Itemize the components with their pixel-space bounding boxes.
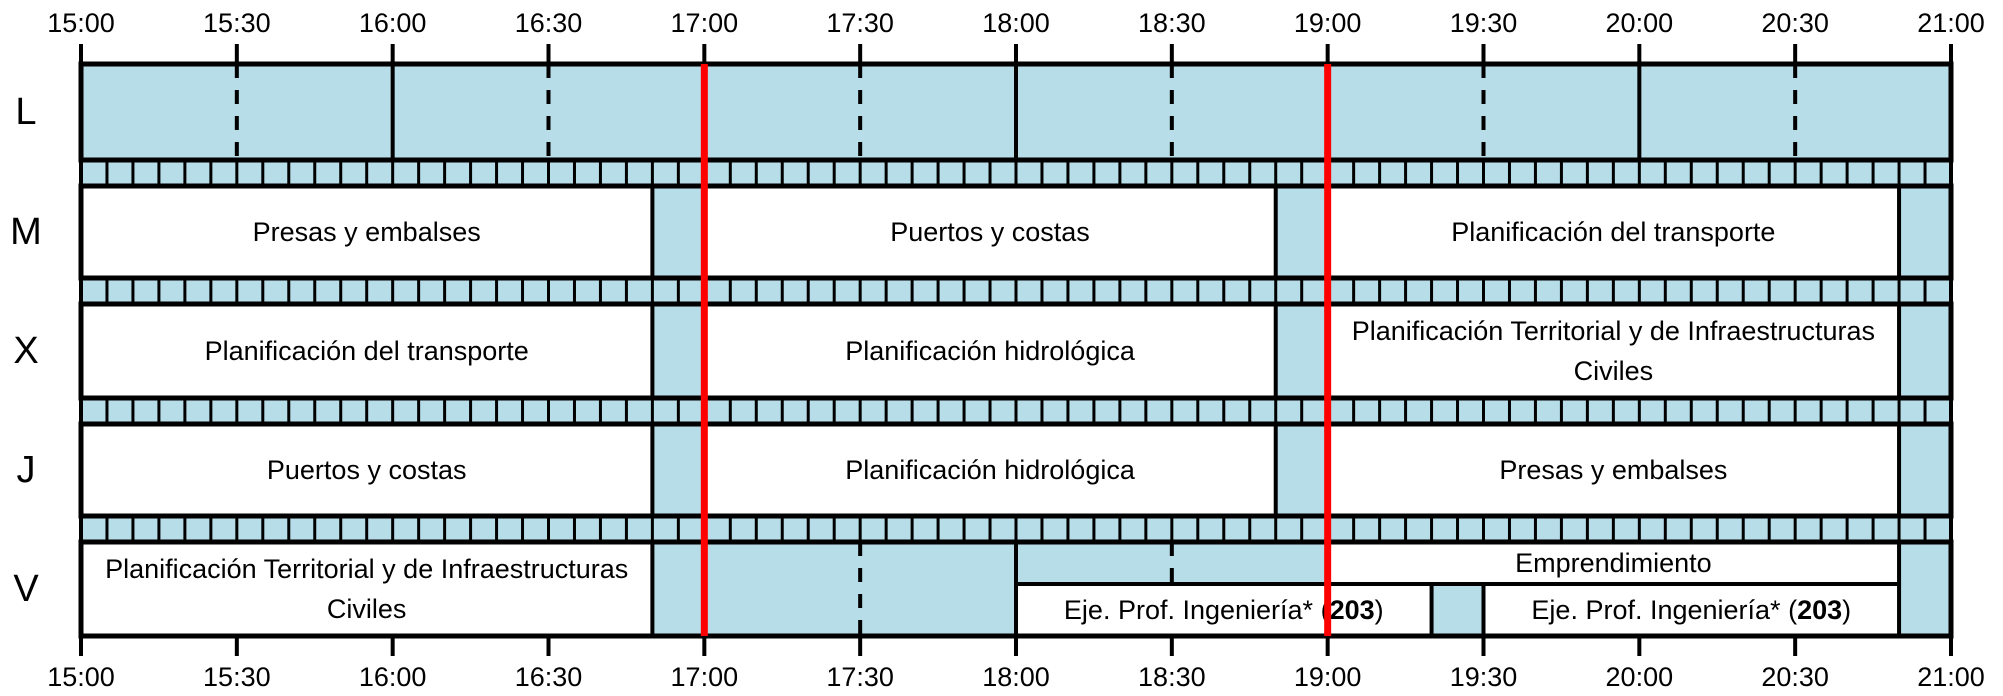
top-tick-label: 17:00 [671, 8, 739, 38]
day-label: V [13, 568, 39, 610]
day-label: J [17, 449, 36, 491]
top-tick-label: 16:00 [359, 8, 427, 38]
course-name: Puertos y costas [267, 455, 467, 485]
bottom-tick-label: 21:00 [1917, 662, 1985, 692]
course-name: Planificación Territorial y de Infraestr… [105, 554, 628, 584]
bottom-tick-label: 19:00 [1294, 662, 1362, 692]
course-block [1481, 582, 1902, 638]
top-tick-label: 19:30 [1450, 8, 1518, 38]
bottom-tick-label: 18:30 [1138, 662, 1206, 692]
course-name: Puertos y costas [890, 217, 1090, 247]
course-name: Planificación del transporte [1451, 217, 1775, 247]
course-name: Eje. Prof. Ingeniería* (203) [1531, 595, 1851, 625]
course-name: Presas y embalses [1499, 455, 1727, 485]
top-tick-label: 21:00 [1917, 8, 1985, 38]
day-label: M [10, 211, 42, 253]
course-name: Planificación hidrológica [845, 455, 1136, 485]
bottom-tick-label: 20:30 [1761, 662, 1829, 692]
bottom-tick-label: 17:30 [826, 662, 894, 692]
course-name: Planificación del transporte [205, 336, 529, 366]
day-label: X [13, 330, 38, 372]
bottom-tick-label: 18:00 [982, 662, 1050, 692]
separator-strip-frame [79, 514, 1953, 544]
course-name: Civiles [327, 594, 407, 624]
separator-strip-frame [79, 276, 1953, 306]
top-tick-label: 19:00 [1294, 8, 1362, 38]
top-tick-label: 16:30 [515, 8, 583, 38]
course-block [702, 184, 1278, 280]
course-name: Presas y embalses [253, 217, 481, 247]
top-tick-label: 20:00 [1606, 8, 1674, 38]
day-label: L [15, 91, 36, 133]
course-block [702, 302, 1278, 400]
top-tick-label: 18:30 [1138, 8, 1206, 38]
top-tick-label: 15:00 [47, 8, 115, 38]
bottom-tick-label: 15:00 [47, 662, 115, 692]
course-name: Eje. Prof. Ingeniería* (203) [1064, 595, 1384, 625]
top-tick-label: 17:30 [826, 8, 894, 38]
bottom-tick-label: 15:30 [203, 662, 271, 692]
bottom-tick-label: 19:30 [1450, 662, 1518, 692]
course-block [79, 184, 655, 280]
separator-strip-frame [79, 158, 1953, 188]
course-name: Civiles [1574, 356, 1654, 386]
course-name: Planificación Territorial y de Infraestr… [1352, 316, 1875, 346]
bottom-tick-label: 16:30 [515, 662, 583, 692]
separator-strip-frame [79, 396, 1953, 426]
top-tick-label: 15:30 [203, 8, 271, 38]
top-tick-label: 18:00 [982, 8, 1050, 38]
bottom-tick-label: 17:00 [671, 662, 739, 692]
course-name: Emprendimiento [1515, 548, 1712, 578]
bottom-tick-label: 16:00 [359, 662, 427, 692]
bottom-tick-label: 20:00 [1606, 662, 1674, 692]
top-tick-label: 20:30 [1761, 8, 1829, 38]
course-name: Planificación hidrológica [845, 336, 1136, 366]
